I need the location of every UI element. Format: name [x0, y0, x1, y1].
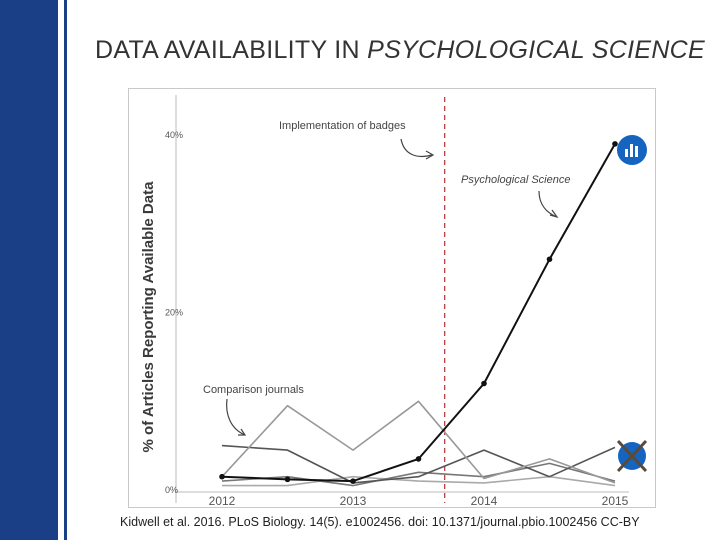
arrowhead-comparison: [238, 428, 247, 436]
badge-bar: [625, 149, 628, 157]
annotation-layer: Implementation of badges Psychological Sc…: [203, 120, 570, 436]
data-point: [546, 256, 553, 263]
open-data-badge-icon: [617, 135, 647, 165]
x-tick-label: 2014: [471, 494, 498, 507]
slide-title: DATA AVAILABILITY IN PSYCHOLOGICAL SCIEN…: [90, 33, 710, 89]
data-point: [481, 380, 487, 387]
y-tick-label: 40%: [165, 130, 183, 140]
x-tick-label: 2015: [602, 494, 629, 507]
side-accent-line: [64, 0, 67, 540]
side-accent-bar: [0, 0, 58, 540]
icon-layer: [616, 135, 648, 473]
chart-canvas: % of Articles Reporting Available Data 0%…: [140, 95, 648, 507]
axes-layer: % of Articles Reporting Available Data 0%…: [140, 95, 629, 507]
slide-title-main: DATA AVAILABILITY IN: [94, 36, 360, 64]
annotation-comparison: Comparison journals: [203, 384, 304, 396]
cross-line: [616, 439, 648, 473]
series-line-comparison-journal: [222, 475, 616, 487]
y-tick-label: 0%: [165, 485, 178, 495]
series-line-psychological-science: [221, 143, 616, 483]
no-badge-icon: [616, 439, 648, 473]
annotation-psych-sci: Psychological Science: [461, 174, 570, 186]
data-point: [612, 141, 618, 147]
series-line-comparison-journal: [221, 444, 616, 484]
data-point: [415, 456, 422, 462]
series-layer: [219, 141, 618, 487]
series-line-comparison-journal: [221, 400, 616, 484]
x-tick-label: 2012: [209, 494, 236, 507]
y-tick-label: 20%: [165, 308, 183, 318]
badge-bar: [635, 146, 638, 157]
arrowhead-badges: [425, 150, 435, 160]
arrow-comparison: [226, 398, 246, 436]
arrowhead-psych-sci: [549, 209, 559, 219]
y-axis-label: % of Articles Reporting Available Data: [140, 181, 157, 453]
data-point: [284, 476, 291, 483]
x-tick-label: 2013: [340, 494, 367, 507]
arrow-badges: [400, 138, 433, 158]
citation-text: Kidwell et al. 2016. PLoS Biology. 14(5)…: [120, 515, 640, 529]
chart-figure: % of Articles Reporting Available Data 0%…: [128, 88, 656, 508]
annotation-badges: Implementation of badges: [279, 120, 406, 132]
slide-title-italic: PSYCHOLOGICAL SCIENCE: [367, 36, 706, 64]
badge-bar: [630, 144, 633, 157]
data-point: [350, 478, 356, 484]
data-point: [219, 473, 225, 480]
